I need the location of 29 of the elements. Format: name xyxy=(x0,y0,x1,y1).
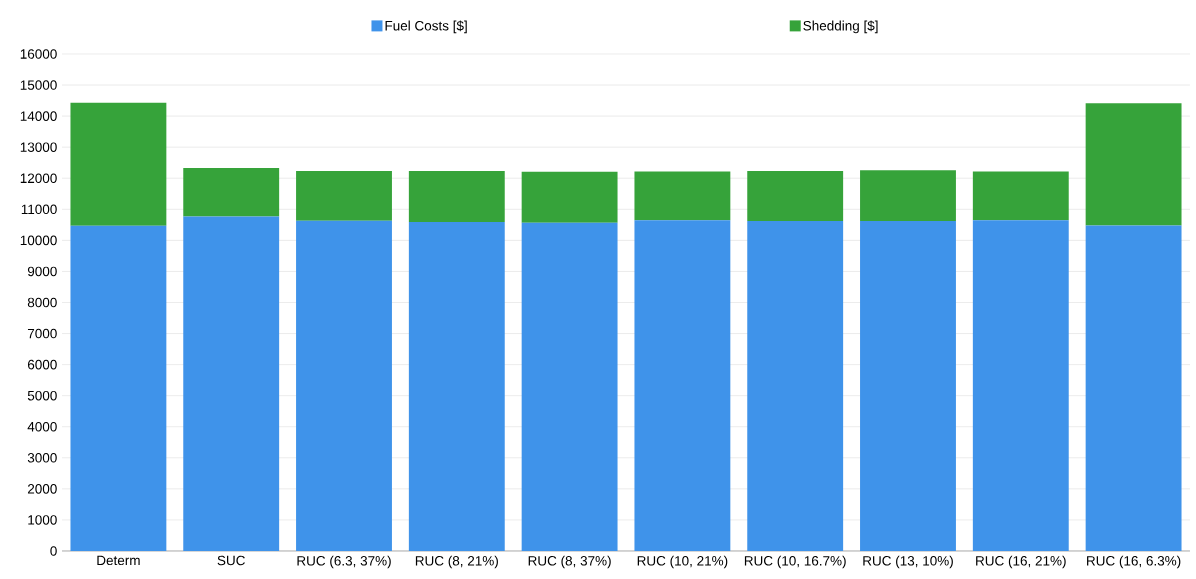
y-tick-label: 1000 xyxy=(28,515,57,525)
y-tick-label: 10000 xyxy=(20,235,57,246)
x-tick-label: SUC xyxy=(217,555,245,566)
x-tick-label: RUC (8, 21%) xyxy=(415,555,498,569)
y-tick-label: 16000 xyxy=(20,49,57,59)
y-tick-label: 6000 xyxy=(27,359,57,370)
y-tick-label: 9000 xyxy=(27,266,57,277)
y-tick-label: 3000 xyxy=(27,453,57,463)
y-tick-label: 2000 xyxy=(27,484,57,494)
x-tick-label: RUC (13, 10%) xyxy=(863,555,953,569)
y-tick-label: 0 xyxy=(50,546,57,556)
y-tick-label: 5000 xyxy=(27,390,57,401)
y-tick-label: 8000 xyxy=(27,297,57,308)
x-tick-label: RUC (10, 21%) xyxy=(637,555,728,569)
y-tick-label: 12000 xyxy=(20,173,57,184)
x-tick-label: RUC (8, 37%) xyxy=(528,555,611,569)
x-tick-label: RUC (16, 6.3%) xyxy=(1087,555,1181,569)
legend-label: Shedding [$] xyxy=(803,20,878,34)
y-tick-label: 15000 xyxy=(20,80,57,90)
y-tick-label: 4000 xyxy=(27,421,57,432)
x-tick-label: Determ xyxy=(97,555,140,566)
legend-label: Fuel Costs [$] xyxy=(385,20,467,34)
y-tick-label: 7000 xyxy=(27,328,57,339)
x-tick-label: RUC (10, 16.7%) xyxy=(744,555,846,569)
x-tick-label: RUC (6.3, 37%) xyxy=(297,555,391,569)
y-tick-label: 11000 xyxy=(21,204,57,215)
y-tick-label: 13000 xyxy=(20,142,57,152)
x-tick-label: RUC (16, 21%) xyxy=(976,555,1066,569)
y-tick-label: 14000 xyxy=(20,111,57,121)
